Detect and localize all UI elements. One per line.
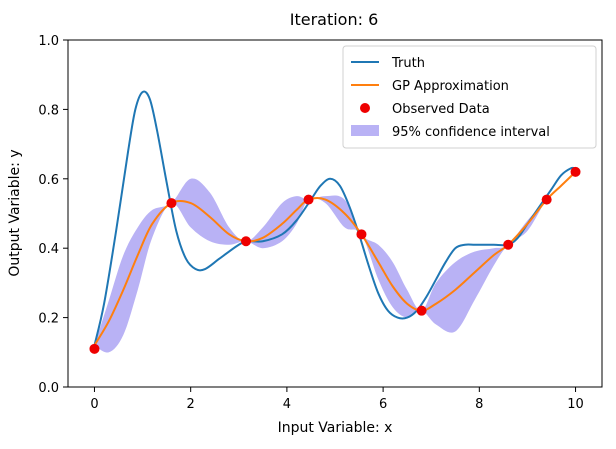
x-axis: 0 2 4 6 8 10 — [90, 387, 584, 412]
observed-data-point — [416, 305, 427, 316]
confidence-band-layer — [94, 171, 576, 353]
confidence-interval-band — [94, 171, 576, 353]
legend-label-truth: Truth — [391, 56, 425, 71]
observed-data-point — [503, 239, 514, 250]
legend-swatch-observed — [360, 103, 370, 113]
observed-data-point — [303, 194, 314, 205]
observed-data-point — [356, 229, 367, 240]
legend: Truth GP Approximation Observed Data 95%… — [342, 45, 597, 149]
observed-data-point — [166, 198, 177, 209]
legend-label-observed: Observed Data — [392, 102, 490, 117]
x-tick-label: 10 — [567, 397, 584, 412]
x-tick-label: 6 — [379, 397, 387, 412]
truth-line — [93, 90, 576, 346]
x-axis-label: Input Variable: x — [278, 420, 393, 436]
y-tick-label: 0.0 — [38, 381, 59, 396]
observed-data-point — [241, 236, 251, 247]
y-axis-label: Output Variable: y — [7, 149, 23, 276]
plot-frame — [67, 39, 603, 388]
y-tick-label: 0.8 — [38, 103, 59, 118]
x-tick-label: 0 — [90, 397, 98, 412]
observed-data-point — [570, 166, 581, 177]
y-tick-label: 1.0 — [38, 34, 59, 49]
chart-title: Iteration: 6 — [290, 10, 379, 29]
y-axis: 0.0 0.2 0.4 0.6 0.8 1.0 — [38, 34, 68, 396]
y-tick-label: 0.2 — [38, 312, 59, 327]
x-tick-label: 8 — [475, 397, 483, 412]
legend-box — [342, 45, 597, 149]
observed-data-point — [89, 343, 100, 354]
legend-swatch-ci — [351, 125, 379, 136]
y-tick-label: 0.4 — [38, 242, 59, 257]
x-tick-label: 2 — [187, 397, 195, 412]
legend-label-gp: GP Approximation — [392, 79, 509, 94]
legend-label-ci: 95% confidence interval — [392, 125, 550, 140]
observed-marker-layer — [89, 166, 581, 354]
x-tick-label: 4 — [283, 397, 291, 412]
observed-data-point — [541, 194, 552, 205]
y-tick-label: 0.6 — [38, 173, 59, 188]
